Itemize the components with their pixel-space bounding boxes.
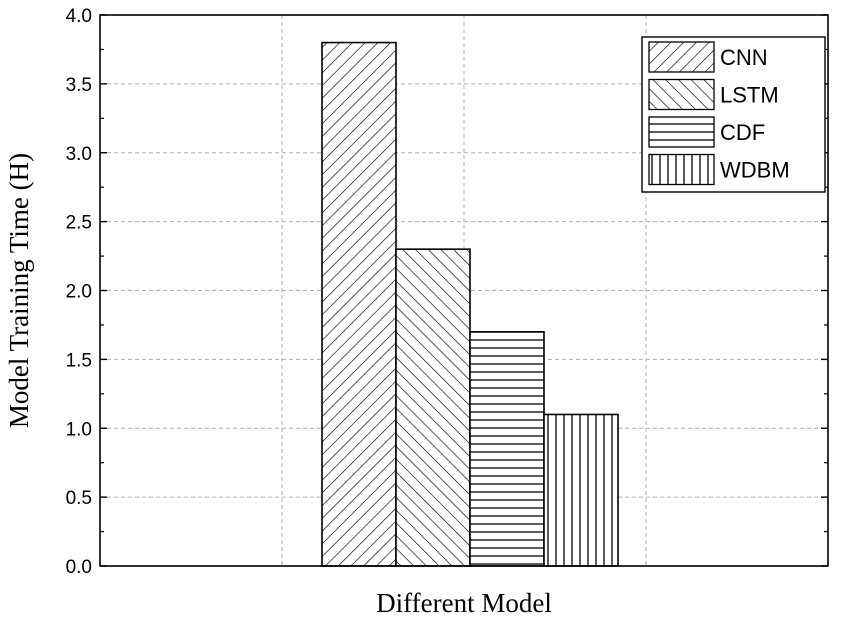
bar-cnn	[321, 41, 397, 567]
legend-label-lstm: LSTM	[720, 83, 779, 108]
y-tick-label: 1.5	[66, 350, 92, 371]
legend: CNN LSTM CDF WDBM	[641, 36, 826, 193]
y-tick-label: 0.0	[66, 557, 92, 578]
y-tick-label: 1.0	[66, 419, 92, 440]
y-axis-title: Model Training Time (H)	[4, 153, 34, 428]
bar-cdf	[469, 331, 545, 567]
y-tick-label: 4.0	[66, 6, 92, 27]
bars	[321, 41, 619, 567]
legend-label-cdf: CDF	[720, 120, 765, 145]
bar-wdbm	[543, 413, 619, 567]
y-tick-label: 2.5	[66, 213, 92, 234]
x-axis-title: Different Model	[376, 588, 552, 618]
legend-label-cnn: CNN	[720, 45, 768, 70]
legend-swatch-cdf	[648, 116, 715, 148]
y-tick-label: 2.0	[66, 282, 92, 303]
y-tick-label: 3.5	[66, 75, 92, 96]
legend-swatch-wdbm	[648, 153, 715, 186]
legend-swatch-lstm	[648, 78, 715, 111]
y-tick-labels: 0.0 0.5 1.0 1.5 2.0 2.5 3.0 3.5 4.0	[66, 6, 92, 578]
axes	[99, 14, 829, 567]
legend-swatch-cnn	[648, 41, 715, 73]
legend-label-wdbm: WDBM	[720, 158, 790, 183]
y-tick-label: 3.0	[66, 144, 92, 165]
bar-lstm	[395, 248, 471, 567]
y-tick-label: 0.5	[66, 488, 92, 509]
